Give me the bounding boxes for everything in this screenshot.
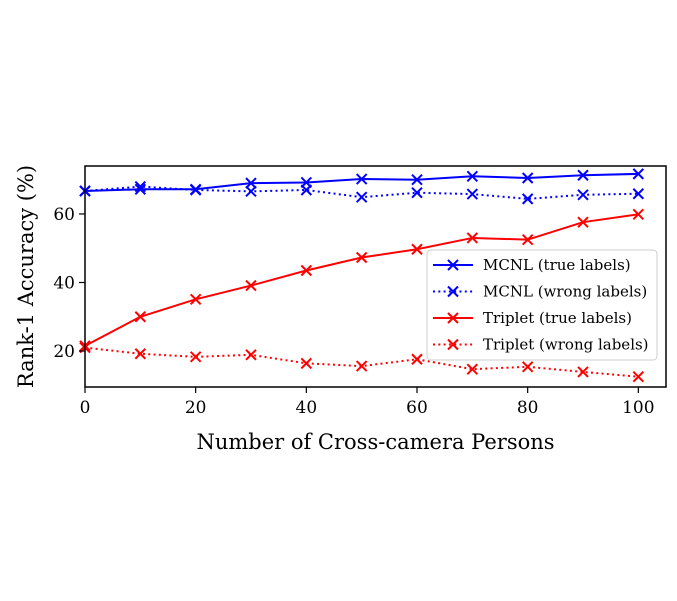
series-3-point (466, 363, 479, 375)
series-3-point (632, 371, 645, 383)
plot-marks (79, 168, 645, 383)
series-1-point (355, 191, 368, 203)
series-2-point (355, 251, 368, 264)
series-line-0 (84, 172, 639, 193)
series-0-point (521, 172, 534, 184)
series-3-point (355, 360, 368, 372)
legend-box (426, 249, 658, 361)
series-0-point (577, 169, 589, 181)
series-1-point (521, 193, 534, 205)
x-tick-label: 60 (406, 398, 428, 418)
x-tick-label: 80 (517, 398, 539, 418)
x-tick-label: 40 (296, 398, 318, 418)
series-0-point (355, 173, 368, 185)
series-1-point (245, 185, 257, 198)
plot-frame (84, 165, 667, 388)
legend-label-3: Triplet (wrong labels) (483, 336, 649, 354)
x-tick-label: 20 (185, 398, 207, 418)
legend: MCNL (true labels) MCNL (wrong labels) Tri… (426, 249, 658, 361)
legend-marker-1 (447, 285, 459, 298)
legend-marker-3 (447, 338, 459, 351)
series-2-point (632, 208, 645, 221)
series-3-point (577, 366, 589, 378)
y-tick-label: 60 (53, 205, 75, 225)
series-1-point (466, 188, 479, 200)
legend-label-0: MCNL (true labels) (483, 256, 631, 274)
series-2-point (521, 233, 534, 246)
series-1-point (300, 184, 313, 196)
series-3-point (245, 349, 257, 361)
legend-marker-2 (447, 312, 459, 324)
series-1-point (134, 180, 147, 193)
y-tick-label: 40 (53, 273, 75, 293)
series-3-point (521, 361, 534, 373)
series-3-point (411, 353, 423, 365)
series-2-point (245, 279, 257, 292)
x-axis-title: Number of Cross-camera Persons (196, 430, 554, 454)
series-0-point (245, 177, 257, 189)
series-2-point (411, 243, 423, 255)
series-1-point (411, 187, 423, 199)
series-1-point (577, 189, 589, 201)
axes: 0 20 40 60 80 100 20 40 60 (53, 165, 667, 418)
series-1-point (632, 188, 645, 200)
legend-label-2: Triplet (true labels) (483, 309, 632, 327)
x-tick-label: 100 (622, 398, 654, 418)
series-3-point (189, 351, 202, 363)
series-2-point (466, 232, 479, 244)
series-3-point (134, 348, 147, 360)
series-2-point (189, 293, 202, 305)
series-2-point (300, 264, 313, 277)
y-tick-label: 20 (53, 342, 75, 362)
x-tick-label: 0 (80, 398, 91, 418)
series-0-point (411, 173, 423, 186)
series-2-point (134, 311, 147, 323)
legend-label-1: MCNL (wrong labels) (483, 283, 647, 301)
y-axis-title: Rank-1 Accuracy (%) (14, 165, 38, 388)
series-3-point (300, 357, 313, 370)
series-0-point (632, 168, 645, 180)
legend-marker-0 (447, 259, 459, 271)
series-1-point (189, 184, 202, 196)
series-0-point (466, 170, 479, 182)
series-2-point (577, 216, 589, 228)
